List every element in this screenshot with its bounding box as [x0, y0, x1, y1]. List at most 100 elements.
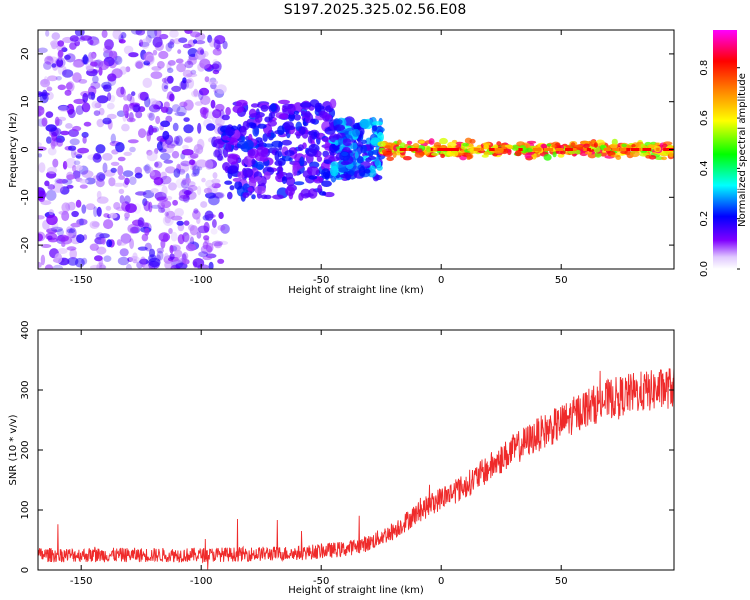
spectrogram-blob [567, 150, 577, 155]
spectrogram-blob [200, 95, 211, 106]
spectrogram-blob [139, 91, 149, 101]
spectrogram-blob [44, 264, 54, 269]
spectrogram-blob [81, 204, 87, 214]
spectrogram-marks [38, 30, 674, 269]
spectrogram-blob [135, 61, 143, 69]
spectrogram-blob [153, 177, 164, 186]
spectrogram-blob [215, 84, 227, 94]
spectrogram-blob [107, 92, 112, 102]
spectrogram-blob [57, 104, 70, 111]
spectrogram-blob [54, 116, 60, 127]
spectrogram-blob [46, 214, 58, 226]
spectrogram-blob [196, 231, 202, 239]
spectrogram-blob [135, 191, 147, 196]
spectrogram-blob [101, 236, 106, 245]
spectrogram-blob [195, 159, 208, 168]
spectrogram-blob [83, 121, 92, 127]
spectrogram-blob [93, 110, 101, 116]
spectrogram-blob [199, 58, 211, 69]
spectrogram-blob [113, 202, 121, 210]
spectrogram-blob [514, 150, 522, 157]
spectrogram-blob [298, 126, 306, 135]
spectrogram-peak [663, 148, 671, 151]
spectrogram-blob [82, 92, 89, 103]
spectrogram-blob [654, 142, 660, 146]
snr-panel: -150 -100 -50 0 50 0 100 200 300 400 Height of st… [8, 320, 675, 596]
spectrogram-blob [193, 208, 199, 214]
spectrogram-blob [323, 191, 335, 198]
spectrogram-blob [131, 30, 143, 35]
spectrogram-blob [96, 172, 106, 182]
spectrogram-blob [85, 65, 94, 72]
spectrogram-blob [51, 32, 61, 40]
spectrogram-blob [61, 202, 71, 213]
spectrogram-blob [543, 154, 552, 161]
snr-x-label: Height of straight line (km) [288, 585, 424, 596]
spectrogram-blob [214, 192, 225, 199]
spectrogram-peak [496, 148, 502, 151]
colorbar-ticks: 0.0 0.2 0.4 0.6 0.8 [699, 60, 740, 277]
spectrogram-blob [132, 104, 141, 113]
spectrogram-blob [195, 32, 206, 41]
spectrogram-peak [473, 148, 481, 151]
spectrogram-blob [496, 141, 502, 147]
spectrogram-blob [169, 244, 174, 254]
spectrogram-blob [184, 136, 193, 143]
spectrogram-blob [174, 111, 186, 117]
spectrogram-peak [409, 148, 418, 151]
spectrogram-blob [575, 149, 581, 155]
snr-y-tick-label: 400 [20, 320, 31, 339]
spectrogram-blob [93, 206, 98, 218]
spectrogram-blob [66, 246, 77, 251]
spectrogram-blob [98, 173, 106, 181]
spectrogram-y-label: Frequency (Hz) [8, 112, 19, 188]
spectrogram-blob [197, 122, 202, 134]
spectrogram-blob [43, 76, 49, 85]
spectrogram-blob [122, 170, 134, 178]
spectrogram-blob [153, 104, 160, 110]
spectrogram-blob [69, 42, 77, 50]
spectrogram-blob [178, 189, 190, 200]
spectrogram-blob [137, 91, 148, 101]
spectrogram-blob [189, 225, 199, 236]
spectrogram-blob [192, 258, 205, 268]
spectrogram-blob [159, 33, 169, 40]
spectrogram-blob [103, 84, 112, 92]
spectrogram-blob [241, 135, 246, 142]
spectrogram-blob [271, 140, 283, 148]
spectrogram-blob [207, 34, 213, 43]
spectrogram-blob [41, 117, 48, 127]
spectrogram-blob [46, 56, 58, 61]
spectrogram-blob [75, 165, 83, 171]
spectrogram-blob [156, 141, 164, 151]
spectrogram-blob [193, 144, 204, 155]
spectrogram-blob [225, 107, 231, 116]
spectrogram-blob [583, 143, 590, 149]
spectrogram-blob [254, 185, 266, 195]
spectrogram-blob [57, 40, 65, 47]
spectrogram-blob [233, 129, 241, 140]
spectrogram-blob [374, 156, 380, 167]
snr-series-line [38, 366, 674, 570]
spectrogram-blob [56, 228, 64, 236]
spectrogram-blob [283, 121, 294, 129]
spectrogram-blob [593, 142, 598, 148]
spectrogram-blob [96, 262, 106, 269]
spectrogram-blob [116, 239, 122, 246]
spectrogram-peak [443, 148, 452, 151]
spectrogram-blob [66, 228, 76, 234]
spectrogram-blob [171, 104, 181, 113]
spectrogram-blob [173, 168, 181, 178]
spectrogram-blob [96, 206, 102, 217]
spectrogram-blob [39, 93, 49, 104]
spectrogram-blob [66, 184, 74, 189]
spectrogram-blob [144, 163, 151, 174]
spectrogram-blob [560, 150, 566, 155]
spectrogram-blob [71, 210, 79, 218]
spectrogram-blob [146, 30, 158, 39]
spectrogram-blob [76, 234, 85, 244]
spectrogram-blob [462, 142, 470, 147]
spectrogram-blob [55, 76, 62, 81]
spectrogram-blob [156, 250, 164, 261]
